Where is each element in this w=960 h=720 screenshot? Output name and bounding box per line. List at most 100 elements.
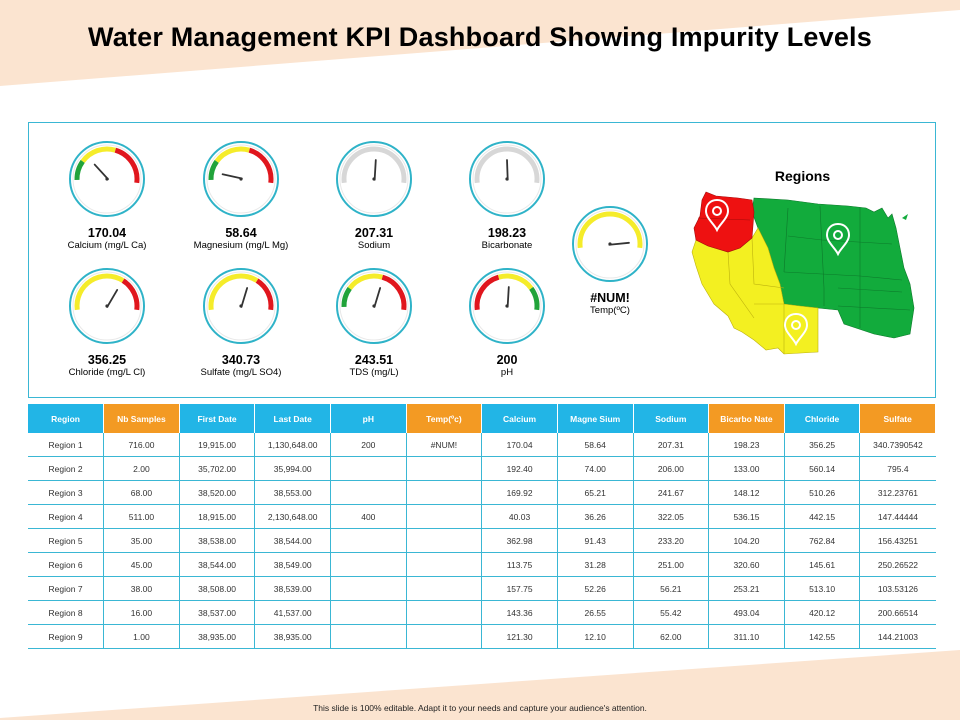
column-header[interactable]: Temp(ºc) bbox=[406, 404, 482, 433]
column-header[interactable]: Magne Sium bbox=[557, 404, 633, 433]
table-row[interactable]: Region 4 511.00 18,915.00 2,130,648.00 400 40… bbox=[28, 505, 936, 529]
column-header[interactable]: pH bbox=[331, 404, 407, 433]
table-cell: 52.26 bbox=[557, 577, 633, 601]
table-cell: 795.4 bbox=[860, 457, 936, 481]
table-cell: 1,130,648.00 bbox=[255, 433, 331, 457]
table-body: Region 1 716.00 19,915.00 1,130,648.00 200 #N… bbox=[28, 433, 936, 649]
table-cell: 156.43251 bbox=[860, 529, 936, 553]
table-cell: 241.67 bbox=[633, 481, 709, 505]
table-row[interactable]: Region 9 1.00 38,935.00 38,935.00 121.30 12.1… bbox=[28, 625, 936, 649]
table-cell: 400 bbox=[331, 505, 407, 529]
table-row[interactable]: Region 8 16.00 38,537.00 41,537.00 143.36 26.… bbox=[28, 601, 936, 625]
table-cell: 38,935.00 bbox=[255, 625, 331, 649]
table-cell bbox=[406, 625, 482, 649]
gauge-needle bbox=[375, 160, 376, 180]
column-header[interactable]: Region bbox=[28, 404, 104, 433]
table-cell: #NUM! bbox=[406, 433, 482, 457]
table-cell: 16.00 bbox=[104, 601, 180, 625]
gauge-hub bbox=[505, 304, 508, 307]
table-cell: 362.98 bbox=[482, 529, 558, 553]
table-cell: 251.00 bbox=[633, 553, 709, 577]
table-row[interactable]: Region 5 35.00 38,538.00 38,544.00 362.98 91.… bbox=[28, 529, 936, 553]
table-cell: 38.00 bbox=[104, 577, 180, 601]
table-row[interactable]: Region 3 68.00 38,520.00 38,553.00 169.92 65.… bbox=[28, 481, 936, 505]
table-cell: 65.21 bbox=[557, 481, 633, 505]
table-cell: 55.42 bbox=[633, 601, 709, 625]
table-row[interactable]: Region 6 45.00 38,544.00 38,549.00 113.75 31.… bbox=[28, 553, 936, 577]
gauge-chloride: 356.25 Chloride (mg/L Cl) bbox=[42, 265, 172, 379]
gauge-tds: 243.51 TDS (mg/L) bbox=[309, 265, 439, 379]
table-cell: Region 6 bbox=[28, 553, 104, 577]
column-header[interactable]: First Date bbox=[179, 404, 255, 433]
table-cell: 19,915.00 bbox=[179, 433, 255, 457]
gauge-label: pH bbox=[442, 367, 572, 379]
table-cell: 74.00 bbox=[557, 457, 633, 481]
table-cell: 68.00 bbox=[104, 481, 180, 505]
gauge-dial bbox=[200, 138, 282, 220]
gauge-label: Calcium (mg/L Ca) bbox=[42, 240, 172, 252]
table-cell: 157.75 bbox=[482, 577, 558, 601]
table-cell: 38,544.00 bbox=[179, 553, 255, 577]
table-cell: 716.00 bbox=[104, 433, 180, 457]
table-cell: 38,508.00 bbox=[179, 577, 255, 601]
table-row[interactable]: Region 2 2.00 35,702.00 35,994.00 192.40 74.0… bbox=[28, 457, 936, 481]
column-header[interactable]: Last Date bbox=[255, 404, 331, 433]
table-cell: 340.7390542 bbox=[860, 433, 936, 457]
table-cell: 493.04 bbox=[709, 601, 785, 625]
gauge-needle bbox=[508, 287, 509, 307]
table-cell: 311.10 bbox=[709, 625, 785, 649]
table-cell bbox=[406, 481, 482, 505]
table-cell: 510.26 bbox=[784, 481, 860, 505]
kpi-table: Region Nb Samples First Date Last Date pH Tem… bbox=[28, 404, 936, 649]
gauge-hub bbox=[239, 304, 242, 307]
gauge-sodium: 207.31 Sodium bbox=[309, 138, 439, 252]
table-cell: 58.64 bbox=[557, 433, 633, 457]
column-header[interactable]: Chloride bbox=[784, 404, 860, 433]
table-cell: 38,553.00 bbox=[255, 481, 331, 505]
table-cell: 2.00 bbox=[104, 457, 180, 481]
table-cell: 143.36 bbox=[482, 601, 558, 625]
gauge-hub bbox=[105, 304, 108, 307]
table-cell bbox=[331, 481, 407, 505]
table-cell: 511.00 bbox=[104, 505, 180, 529]
gauge-label: Chloride (mg/L Cl) bbox=[42, 367, 172, 379]
column-header[interactable]: Calcium bbox=[482, 404, 558, 433]
table-cell: 133.00 bbox=[709, 457, 785, 481]
table-cell: Region 4 bbox=[28, 505, 104, 529]
table-cell: 38,539.00 bbox=[255, 577, 331, 601]
gauge-label: Sodium bbox=[309, 240, 439, 252]
table-cell: 144.21003 bbox=[860, 625, 936, 649]
gauge-value: 58.64 bbox=[176, 226, 306, 240]
column-header[interactable]: Nb Samples bbox=[104, 404, 180, 433]
table-cell: 38,537.00 bbox=[179, 601, 255, 625]
table-cell: 442.15 bbox=[784, 505, 860, 529]
gauge-ph: 200 pH bbox=[442, 265, 572, 379]
table-cell: 40.03 bbox=[482, 505, 558, 529]
table-cell bbox=[406, 601, 482, 625]
table-cell bbox=[331, 529, 407, 553]
column-header[interactable]: Bicarbo Nate bbox=[709, 404, 785, 433]
table-cell: Region 1 bbox=[28, 433, 104, 457]
column-header[interactable]: Sodium bbox=[633, 404, 709, 433]
gauge-sulfate: 340.73 Sulfate (mg/L SO4) bbox=[176, 265, 306, 379]
gauge-value: 200 bbox=[442, 353, 572, 367]
gauge-dial bbox=[466, 138, 548, 220]
table-cell: 56.21 bbox=[633, 577, 709, 601]
gauge-hub bbox=[372, 304, 375, 307]
table-cell: 41,537.00 bbox=[255, 601, 331, 625]
table-cell: Region 3 bbox=[28, 481, 104, 505]
column-header[interactable]: Sulfate bbox=[860, 404, 936, 433]
gauge-dial bbox=[333, 265, 415, 347]
gauge-dial bbox=[333, 138, 415, 220]
table-cell: 233.20 bbox=[633, 529, 709, 553]
table-row[interactable]: Region 1 716.00 19,915.00 1,130,648.00 200 #N… bbox=[28, 433, 936, 457]
footer-note: This slide is 100% editable. Adapt it to… bbox=[0, 703, 960, 713]
table-cell: 207.31 bbox=[633, 433, 709, 457]
gauge-value: 356.25 bbox=[42, 353, 172, 367]
table-cell bbox=[331, 601, 407, 625]
table-cell: 198.23 bbox=[709, 433, 785, 457]
table-row[interactable]: Region 7 38.00 38,508.00 38,539.00 157.75 52.… bbox=[28, 577, 936, 601]
gauge-needle bbox=[507, 160, 508, 180]
table-cell: 26.55 bbox=[557, 601, 633, 625]
table-cell: 35,994.00 bbox=[255, 457, 331, 481]
